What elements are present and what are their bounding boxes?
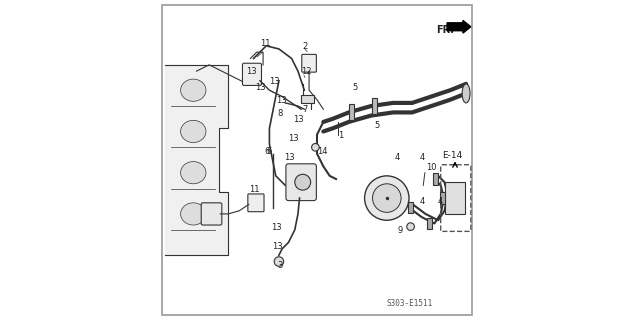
Text: 4: 4 — [437, 197, 443, 206]
Circle shape — [295, 174, 311, 190]
Text: 4: 4 — [420, 197, 425, 206]
FancyBboxPatch shape — [286, 164, 316, 201]
Text: S303-E1511: S303-E1511 — [387, 299, 433, 308]
Text: E-14: E-14 — [443, 151, 463, 160]
Text: 13: 13 — [273, 242, 283, 251]
Text: 13: 13 — [283, 153, 294, 162]
Text: 13: 13 — [245, 67, 256, 76]
Text: 14: 14 — [317, 147, 328, 156]
Text: 4: 4 — [420, 153, 425, 162]
Polygon shape — [165, 65, 228, 255]
Bar — [434, 173, 439, 185]
FancyBboxPatch shape — [242, 63, 261, 85]
Bar — [446, 182, 465, 214]
Text: 1: 1 — [338, 131, 343, 140]
Text: 13: 13 — [276, 96, 287, 105]
Ellipse shape — [181, 162, 206, 184]
Circle shape — [274, 257, 283, 266]
Text: 5: 5 — [374, 121, 379, 130]
Text: 13: 13 — [293, 115, 304, 124]
Circle shape — [373, 184, 401, 212]
Text: 7: 7 — [302, 105, 308, 115]
Text: 11: 11 — [260, 39, 270, 48]
Ellipse shape — [181, 79, 206, 101]
FancyBboxPatch shape — [302, 54, 316, 72]
Bar — [372, 98, 377, 114]
FancyBboxPatch shape — [201, 203, 222, 225]
Text: 13: 13 — [255, 83, 266, 92]
FancyBboxPatch shape — [248, 194, 264, 212]
Text: 10: 10 — [427, 163, 437, 172]
Text: 11: 11 — [249, 185, 259, 194]
Bar — [408, 202, 413, 213]
Text: 2: 2 — [302, 42, 308, 51]
Circle shape — [311, 143, 320, 151]
Text: 6: 6 — [266, 147, 271, 156]
Ellipse shape — [181, 203, 206, 225]
Text: 4: 4 — [395, 153, 400, 162]
Text: 6: 6 — [264, 147, 270, 156]
Text: FR.: FR. — [436, 25, 454, 35]
Bar — [440, 192, 445, 204]
Text: 13: 13 — [269, 77, 280, 86]
Circle shape — [365, 176, 409, 220]
Bar — [427, 218, 432, 229]
Text: 12: 12 — [301, 67, 312, 76]
Circle shape — [407, 223, 415, 230]
Bar — [301, 95, 314, 103]
Ellipse shape — [462, 84, 470, 103]
Text: 13: 13 — [271, 223, 281, 232]
Text: 8: 8 — [277, 108, 283, 117]
Text: 9: 9 — [398, 226, 403, 235]
Text: 13: 13 — [288, 134, 299, 143]
Text: 3: 3 — [277, 261, 283, 270]
Text: 5: 5 — [352, 83, 357, 92]
FancyArrow shape — [447, 20, 471, 33]
Ellipse shape — [181, 120, 206, 142]
Bar — [349, 105, 354, 120]
